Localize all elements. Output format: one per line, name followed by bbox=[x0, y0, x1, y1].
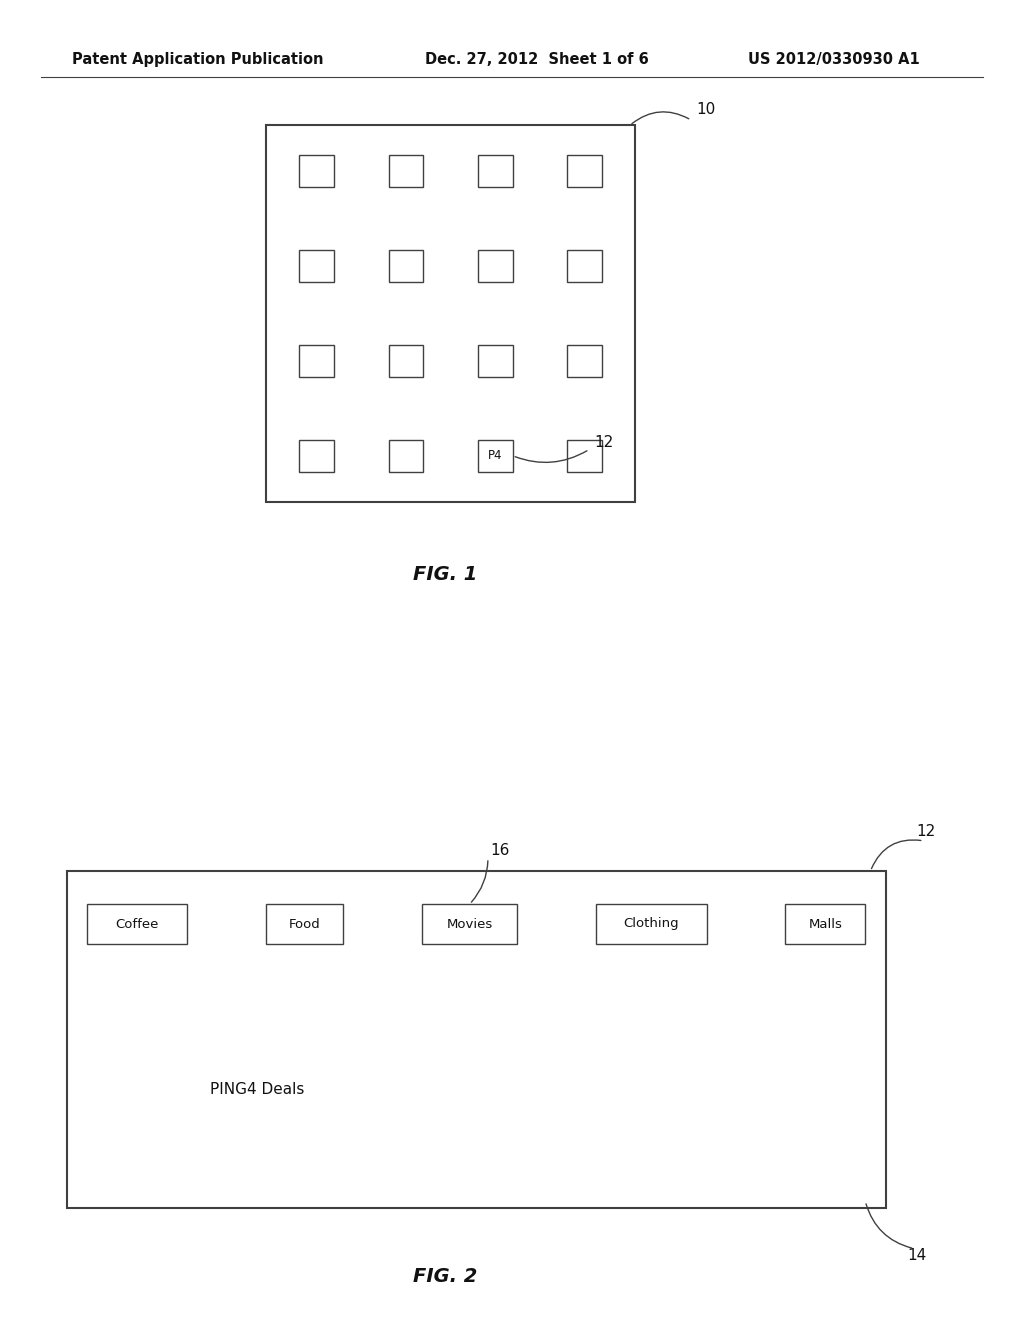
Bar bbox=[266, 904, 343, 944]
Bar bbox=[299, 251, 334, 282]
Bar bbox=[596, 904, 707, 944]
Text: 12: 12 bbox=[916, 824, 936, 840]
Text: Malls: Malls bbox=[808, 917, 843, 931]
Bar bbox=[87, 904, 187, 944]
Text: Movies: Movies bbox=[446, 917, 493, 931]
Bar bbox=[266, 125, 635, 502]
Text: Clothing: Clothing bbox=[624, 917, 679, 931]
Bar bbox=[478, 251, 513, 282]
Bar bbox=[785, 904, 865, 944]
Text: FIG. 2: FIG. 2 bbox=[414, 1267, 477, 1286]
Bar bbox=[299, 440, 334, 471]
Text: FIG. 1: FIG. 1 bbox=[414, 565, 477, 583]
Bar bbox=[478, 345, 513, 376]
Text: 14: 14 bbox=[907, 1247, 927, 1263]
Bar bbox=[567, 156, 602, 187]
Text: 12: 12 bbox=[595, 436, 613, 450]
Bar bbox=[478, 440, 513, 471]
Text: Food: Food bbox=[289, 917, 321, 931]
Bar bbox=[388, 345, 423, 376]
Text: Dec. 27, 2012  Sheet 1 of 6: Dec. 27, 2012 Sheet 1 of 6 bbox=[425, 51, 649, 67]
Text: PING4 Deals: PING4 Deals bbox=[210, 1082, 304, 1097]
Bar bbox=[567, 251, 602, 282]
Bar bbox=[422, 904, 517, 944]
Bar bbox=[67, 871, 886, 1208]
Text: US 2012/0330930 A1: US 2012/0330930 A1 bbox=[748, 51, 920, 67]
Bar bbox=[478, 156, 513, 187]
Bar bbox=[299, 156, 334, 187]
Text: Patent Application Publication: Patent Application Publication bbox=[72, 51, 324, 67]
Bar bbox=[388, 440, 423, 471]
Bar bbox=[567, 440, 602, 471]
Text: Coffee: Coffee bbox=[116, 917, 159, 931]
Bar bbox=[299, 345, 334, 376]
Text: P4: P4 bbox=[487, 449, 503, 462]
Text: 10: 10 bbox=[696, 102, 716, 117]
Bar bbox=[567, 345, 602, 376]
Bar bbox=[388, 251, 423, 282]
Bar bbox=[388, 156, 423, 187]
Text: 16: 16 bbox=[490, 842, 509, 858]
